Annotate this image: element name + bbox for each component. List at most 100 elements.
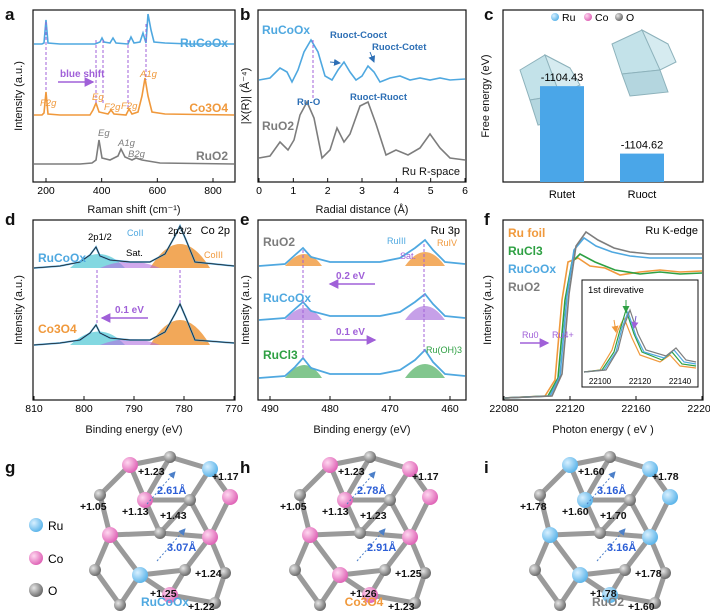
panel-d-label: d (5, 210, 15, 229)
distance-arrow (586, 471, 616, 505)
bader-charge: +1.05 (80, 501, 107, 513)
tick-label: 22120 (555, 403, 584, 415)
tick-label: 22160 (621, 403, 650, 415)
oxygen-atom (624, 494, 636, 506)
xps-d-series-rucoox: RuCoOx (38, 251, 86, 265)
xanes-series-ruo2: RuO2 (508, 280, 540, 294)
tick-label: 4 (393, 185, 399, 197)
inset-curve-ruo2 (583, 308, 697, 373)
oxygen-atom (554, 599, 566, 611)
bader-charge: +1.23 (138, 466, 165, 478)
tick-label: 22200 (687, 403, 710, 415)
legend-o: O (626, 12, 634, 24)
panel-f-ylabel: Intensity (a.u.) (482, 275, 494, 345)
xanes-rucl3-curve (503, 253, 703, 399)
xps-co-co3o4-fit (33, 303, 235, 346)
panel-b-ylabel: |X(R)| (Å⁻⁴) (239, 68, 252, 125)
bader-charge: +1.23 (360, 510, 387, 522)
panel-d-ylabel: Intensity (a.u.) (13, 275, 25, 345)
xps-sat-fill-1 (100, 261, 160, 268)
bader-charge: +1.43 (160, 510, 187, 522)
tick-label: 800 (204, 185, 222, 197)
tick-label: 0 (256, 185, 262, 197)
metal-atom (422, 489, 438, 505)
metal-atom (337, 492, 353, 508)
metal-atom (602, 587, 618, 603)
panel-d: d 810 800 790 780 770 Binding energy (eV) In… (5, 210, 243, 436)
inset-curve-foil (583, 316, 697, 373)
panel-a-label: a (5, 5, 15, 24)
tick-label: 200 (37, 185, 55, 197)
panel-d-xlabel: Binding energy (eV) (85, 424, 182, 436)
series-label-co3o4: Co3O4 (189, 101, 228, 115)
peak-label-a1g: A1g (139, 69, 158, 80)
xanes-ru-foil-curve (503, 257, 703, 399)
legend-g-o: O (48, 584, 57, 598)
bader-charge: +1.60 (578, 466, 605, 478)
ruo2-peak-labels: Eg A1g B2g (98, 128, 146, 160)
oxygen-atom (529, 564, 541, 576)
peak-label-ru-b2g: B2g (128, 149, 146, 160)
metal-atom (162, 587, 178, 603)
metal-atom (642, 461, 658, 477)
inset-arrow-orange (611, 319, 619, 333)
bader-charge: +1.70 (600, 510, 627, 522)
raman-co3o4-curve (34, 77, 235, 116)
bond (107, 532, 143, 578)
exafs-rucoox-curve (258, 38, 466, 84)
panel-f: f 22080 22120 22160 22200 Photon energy ( e… (482, 210, 710, 436)
tick-label: 790 (125, 403, 143, 415)
bond-distance: 2.61Å (157, 484, 186, 497)
panel-e-ylabel: Intensity (a.u.) (240, 275, 252, 345)
bond (107, 530, 163, 538)
bond (547, 532, 583, 578)
oxygen-atom (659, 567, 671, 579)
tick-label: 460 (441, 403, 459, 415)
legend-ru: Ru (562, 12, 576, 24)
panel-c-ylabel: Free energy (eV) (480, 54, 492, 137)
inset-curve-rucoox (583, 310, 697, 373)
panel-b-xticks: 0 1 2 3 4 5 6 (256, 178, 468, 197)
distance-arrow (596, 528, 626, 562)
raman-peak-lines (45, 22, 147, 108)
oxygen-atom (419, 567, 431, 579)
exafs-series-rucoox: RuCoOx (262, 23, 310, 37)
bond-distance: 3.16Å (597, 484, 626, 497)
bond (532, 567, 563, 608)
tick-label: 600 (149, 185, 167, 197)
oxygen-atom (94, 489, 106, 501)
bond-distance: 2.91Å (367, 541, 396, 554)
structure-i-name: RuO2 (592, 595, 624, 609)
bader-charge: +1.22 (188, 601, 215, 613)
panel-e-label: e (240, 210, 249, 229)
bond-distance: 3.07Å (167, 541, 196, 554)
distance-arrow (156, 528, 186, 562)
bond (92, 567, 123, 608)
panel-f-label: f (484, 210, 490, 229)
panel-g-label: g (5, 458, 15, 477)
bond-distance: 2.78Å (357, 484, 386, 497)
panel-d-title: Co 2p (201, 225, 230, 237)
xanes-series-ru-foil: Ru foil (508, 226, 545, 240)
panel-i-label: i (484, 458, 489, 477)
metal-atom (577, 492, 593, 508)
oxygen-atom (114, 599, 126, 611)
bader-charge: +1.25 (395, 568, 422, 580)
metal-atom (402, 461, 418, 477)
oxygen-atom (604, 451, 616, 463)
peak-label-ru-eg: Eg (98, 128, 110, 139)
annot-2p32: 2p3/2 (168, 226, 192, 237)
xanes-inset: 1st direvative 22100 22120 22140 (581, 279, 699, 388)
annot-ru-ru: Ruoct-Ruoct (350, 92, 408, 103)
distance-arrow (356, 528, 386, 562)
tick-label: 480 (321, 403, 339, 415)
inset-curve-rucl3 (583, 308, 697, 373)
structure-co3o4: +1.23 +1.17 +1.05 +1.13 +1.23 +1.25 +1.26 +1.23… (280, 451, 439, 613)
metal-atom (572, 567, 588, 583)
oxygen-atom (534, 489, 546, 501)
oxygen-atom (619, 564, 631, 576)
annot-ru-iii: RuIII (387, 236, 406, 246)
annot-co-ii: CoII (127, 228, 144, 238)
panel-a-ylabel: Intensity (a.u.) (13, 61, 25, 131)
